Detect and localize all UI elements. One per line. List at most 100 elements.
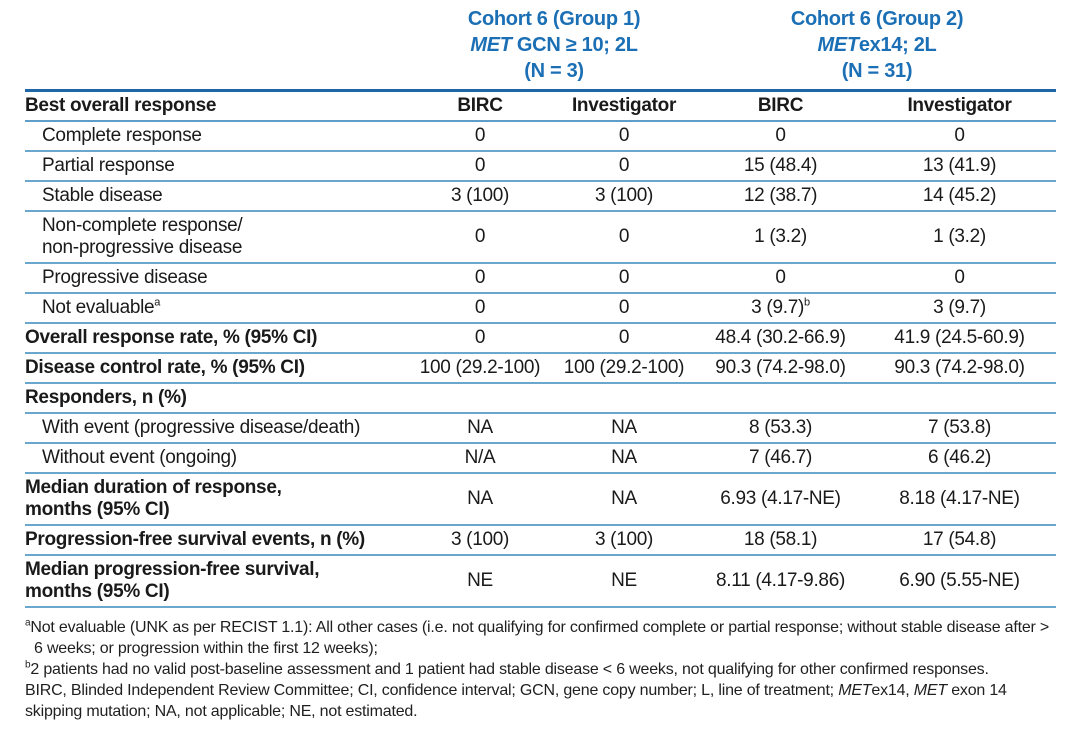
group2-gene-rest: ex14; 2L (858, 34, 937, 56)
footnote-a-ref: a (154, 296, 161, 309)
cohort-header-group1: Cohort 6 (Group 1) MET GCN ≥ 10; 2L (N =… (410, 6, 698, 91)
cell-value: 7 (46.7) (698, 443, 863, 474)
cell-value: 0 (410, 323, 550, 354)
row-label: With event (progressive disease/death) (25, 413, 410, 444)
cell-value: 1 (3.2) (863, 211, 1056, 264)
cell-value: 6.90 (5.55-NE) (863, 555, 1056, 608)
cell-value: 90.3 (74.2-98.0) (863, 353, 1056, 384)
footnote-b-ref: b (804, 296, 810, 309)
cohort-header-row: Cohort 6 (Group 1) MET GCN ≥ 10; 2L (N =… (25, 6, 1056, 91)
cell-value: 0 (550, 293, 698, 324)
cell-value: 17 (54.8) (863, 525, 1056, 556)
cell-value: 0 (863, 263, 1056, 294)
row-complete-response: Complete response 0 0 0 0 (25, 121, 1056, 152)
cell-value: 8.11 (4.17-9.86) (698, 555, 863, 608)
cell-value: 3 (100) (410, 525, 550, 556)
row-label: Overall response rate, % (95% CI) (25, 323, 410, 354)
cell-value: 3 (9.7)b (698, 293, 863, 324)
row-label: Disease control rate, % (95% CI) (25, 353, 410, 384)
cell-value: 13 (41.9) (863, 151, 1056, 182)
cell-value: 8.18 (4.17-NE) (863, 473, 1056, 526)
cell-value: 100 (29.2-100) (550, 353, 698, 384)
row-label: Median duration of response, months (95%… (25, 473, 410, 526)
cell-value: 0 (410, 121, 550, 152)
cell-value: 0 (550, 323, 698, 354)
cell-value: 3 (9.7) (863, 293, 1056, 324)
cell-value: 0 (698, 121, 863, 152)
group1-gene-rest: GCN ≥ 10; 2L (511, 34, 638, 56)
footnote-abbreviations: BIRC, Blinded Independent Review Committ… (25, 682, 1007, 721)
col-header-birc-2: BIRC (698, 89, 863, 122)
group1-subtitle: MET GCN ≥ 10; 2L (410, 32, 698, 58)
row-disease-control-rate: Disease control rate, % (95% CI) 100 (29… (25, 353, 1056, 384)
cell-value: NA (550, 413, 698, 444)
best-overall-response-table: Cohort 6 (Group 1) MET GCN ≥ 10; 2L (N =… (25, 6, 1056, 608)
col-header-investigator-1: Investigator (550, 89, 698, 122)
row-label: Partial response (25, 151, 410, 182)
cell-value: 0 (698, 263, 863, 294)
cell-value: 0 (410, 151, 550, 182)
row-label: Not evaluablea (25, 293, 410, 324)
row-not-evaluable: Not evaluablea 0 0 3 (9.7)b 3 (9.7) (25, 293, 1056, 324)
row-with-event: With event (progressive disease/death) N… (25, 413, 1056, 444)
group2-subtitle: METex14; 2L (698, 32, 1056, 58)
row-stable-disease: Stable disease 3 (100) 3 (100) 12 (38.7)… (25, 181, 1056, 212)
cell-value: 3 (100) (550, 181, 698, 212)
row-label: Complete response (25, 121, 410, 152)
row-median-duration-of-response: Median duration of response, months (95%… (25, 473, 1056, 526)
row-without-event: Without event (ongoing) N/A NA 7 (46.7) … (25, 443, 1056, 474)
cell-value: NA (550, 473, 698, 526)
gene-name: MET (838, 682, 872, 700)
group2-title: Cohort 6 (Group 2) (790, 8, 964, 30)
cell-value: 6 (46.2) (863, 443, 1056, 474)
cell-value: N/A (410, 443, 550, 474)
cohort-header-group2: Cohort 6 (Group 2) METex14; 2L (N = 31) (698, 6, 1056, 91)
col-header-birc-1: BIRC (410, 89, 550, 122)
cell-value (410, 383, 550, 414)
row-non-complete-non-progressive: Non-complete response/ non-progressive d… (25, 211, 1056, 264)
cell-value (863, 383, 1056, 414)
footnote-b-marker: b (25, 659, 31, 671)
cell-value: NE (410, 555, 550, 608)
cell-value: 3 (100) (410, 181, 550, 212)
row-responders-section: Responders, n (%) (25, 383, 1056, 414)
cell-value: 0 (550, 151, 698, 182)
footnote-a-marker: a (25, 617, 31, 629)
row-label: Without event (ongoing) (25, 443, 410, 474)
cell-value: 8 (53.3) (698, 413, 863, 444)
cohort-header-spacer (25, 6, 410, 91)
col-header-investigator-2: Investigator (863, 89, 1056, 122)
cell-value: 7 (53.8) (863, 413, 1056, 444)
footnote-a: aNot evaluable (UNK as per RECIST 1.1): … (25, 617, 1050, 658)
cell-value: 12 (38.7) (698, 181, 863, 212)
row-overall-response-rate: Overall response rate, % (95% CI) 0 0 48… (25, 323, 1056, 354)
cell-value: 100 (29.2-100) (410, 353, 550, 384)
cell-value: 6.93 (4.17-NE) (698, 473, 863, 526)
cell-value: 1 (3.2) (698, 211, 863, 264)
group1-n: (N = 3) (524, 60, 584, 82)
row-partial-response: Partial response 0 0 15 (48.4) 13 (41.9) (25, 151, 1056, 182)
group2-gene: MET (817, 34, 860, 56)
cell-value: 48.4 (30.2-66.9) (698, 323, 863, 354)
row-progressive-disease: Progressive disease 0 0 0 0 (25, 263, 1056, 294)
cell-value: 90.3 (74.2-98.0) (698, 353, 863, 384)
cell-value: 15 (48.4) (698, 151, 863, 182)
row-label: Progression-free survival events, n (%) (25, 525, 410, 556)
cell-value: 0 (410, 293, 550, 324)
cell-value: NA (410, 413, 550, 444)
cell-value: NA (550, 443, 698, 474)
footnotes: aNot evaluable (UNK as per RECIST 1.1): … (25, 617, 1057, 723)
group1-gene: MET (470, 34, 512, 56)
group2-n: (N = 31) (841, 60, 913, 82)
cell-value: NE (550, 555, 698, 608)
cell-value: NA (410, 473, 550, 526)
cell-value: 14 (45.2) (863, 181, 1056, 212)
cell-value: 0 (550, 121, 698, 152)
cell-value: 0 (410, 263, 550, 294)
footnote-b: b2 patients had no valid post-baseline a… (25, 659, 989, 679)
row-label: Progressive disease (25, 263, 410, 294)
cell-value: 0 (550, 263, 698, 294)
row-label: Stable disease (25, 181, 410, 212)
column-header-row: Best overall response BIRC Investigator … (25, 89, 1056, 122)
